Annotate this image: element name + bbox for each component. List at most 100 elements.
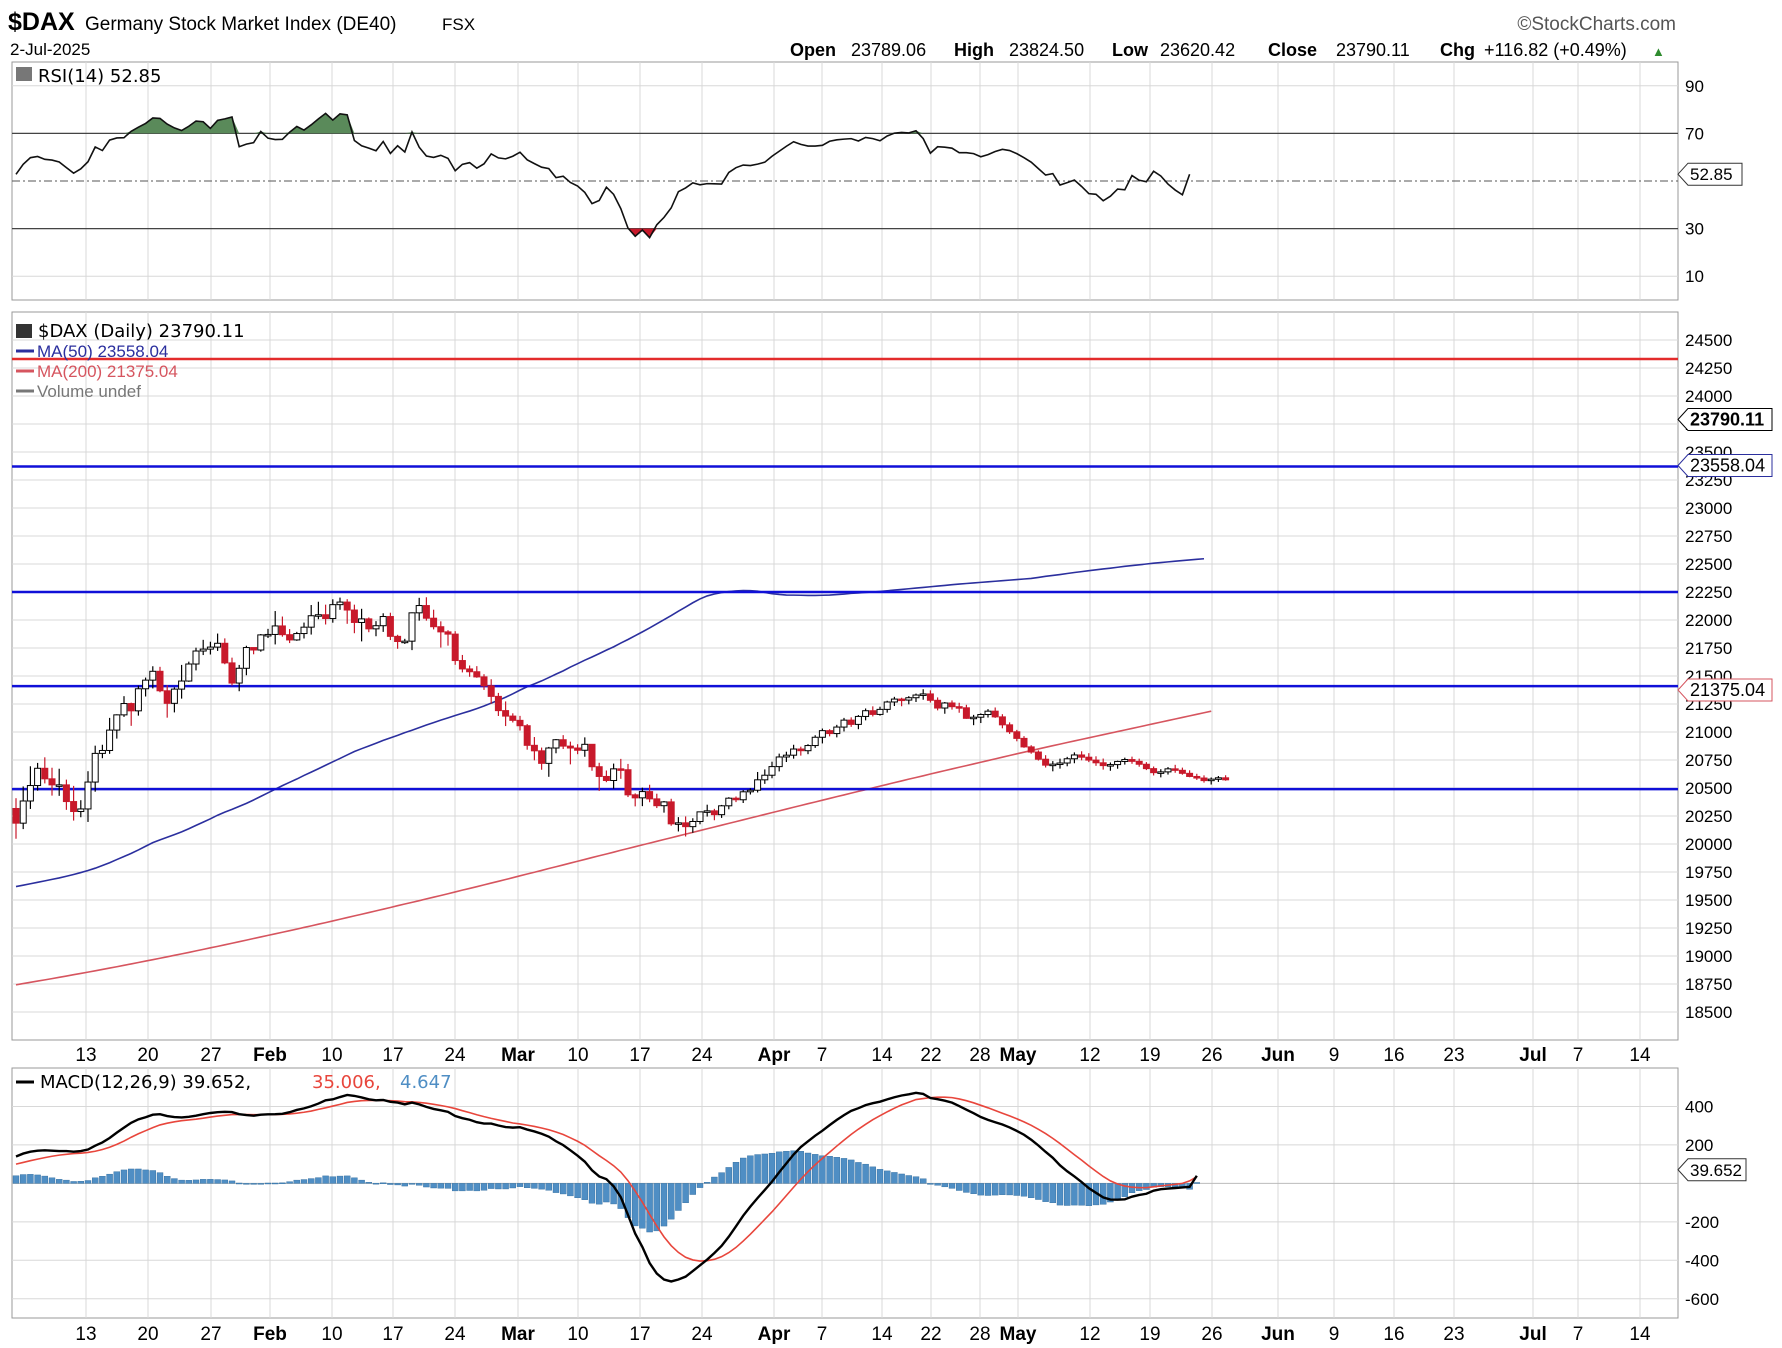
candle-body xyxy=(379,616,387,627)
candle-body xyxy=(401,640,409,644)
candle-body xyxy=(840,719,848,728)
candle-body xyxy=(149,670,157,681)
symbol-title: $DAX xyxy=(8,8,75,36)
open-value: 23789.06 xyxy=(851,40,926,60)
macd-date-axis-label: Feb xyxy=(253,1324,287,1345)
macd-histogram-bar xyxy=(459,1183,466,1192)
rsi-overbought-fill xyxy=(124,113,924,134)
candle xyxy=(1049,761,1057,772)
candle xyxy=(1142,762,1150,771)
candle xyxy=(523,724,531,750)
macd-histogram-bar xyxy=(963,1183,970,1193)
candle xyxy=(1020,736,1028,748)
candle xyxy=(62,779,70,810)
rsi-tick-label: 30 xyxy=(1685,220,1704,239)
candle xyxy=(1027,745,1035,754)
rsi-legend: RSI(14) 52.85 xyxy=(16,66,161,87)
macd-histogram-bar xyxy=(920,1178,927,1184)
candle xyxy=(696,811,704,825)
candle-body xyxy=(1020,737,1028,748)
candle xyxy=(458,654,466,673)
candle xyxy=(926,690,934,703)
macd-histogram-bar xyxy=(948,1183,956,1189)
macd-histogram-bar xyxy=(941,1183,948,1188)
date-axis-label: 17 xyxy=(629,1045,650,1066)
macd-date-axis-label: 10 xyxy=(567,1324,588,1345)
candle xyxy=(869,706,877,717)
candle-body xyxy=(444,631,452,635)
macd-date-axis-label: Jun xyxy=(1261,1324,1295,1345)
candle xyxy=(228,657,236,686)
macd-histogram-bar xyxy=(934,1183,941,1186)
candle xyxy=(516,715,524,731)
candle xyxy=(271,611,279,645)
macd-histogram-bar xyxy=(257,1183,264,1185)
macd-line xyxy=(15,1091,1198,1283)
candle xyxy=(336,597,344,610)
price-tick-label: 24500 xyxy=(1685,331,1732,350)
open-label: Open xyxy=(790,40,836,60)
candle-body xyxy=(293,633,301,641)
candle xyxy=(574,744,582,755)
macd-histogram-bar xyxy=(416,1183,423,1186)
candle-body xyxy=(386,616,394,637)
macd-date-axis-label: Mar xyxy=(501,1324,535,1345)
candle xyxy=(34,762,42,791)
candle-body xyxy=(1200,777,1208,782)
candle-body xyxy=(1214,777,1222,780)
macd-histogram-bar xyxy=(1121,1183,1129,1197)
candle xyxy=(300,622,308,639)
macd-histogram-bar xyxy=(653,1183,660,1232)
candle xyxy=(134,685,142,716)
rsi-line xyxy=(15,112,1191,239)
candle-body xyxy=(113,714,121,731)
candle-body xyxy=(552,739,560,749)
candle-body xyxy=(1006,724,1014,733)
macd-date-axis-label: May xyxy=(1000,1324,1037,1345)
candle xyxy=(1063,756,1071,767)
macd-histogram-bar xyxy=(300,1179,308,1184)
candle xyxy=(509,713,517,723)
ma200-marker xyxy=(1677,678,1773,702)
macd-histogram-bar xyxy=(185,1180,193,1184)
macd-date-axis-label: 17 xyxy=(629,1324,650,1345)
macd-histogram-bar xyxy=(322,1175,329,1184)
macd-histogram-bar xyxy=(329,1176,336,1184)
macd-histogram-bar xyxy=(99,1176,106,1184)
candle-body xyxy=(610,768,618,781)
date-axis-label: 28 xyxy=(969,1045,990,1066)
candle xyxy=(998,714,1006,729)
candle-body xyxy=(365,618,373,630)
candle-body xyxy=(509,715,517,721)
chg-up-arrow-icon: ▲ xyxy=(1652,44,1665,59)
macd-date-axis-label: 26 xyxy=(1201,1324,1222,1345)
candle xyxy=(703,804,711,817)
macd-histogram-bar xyxy=(315,1177,322,1184)
macd-histogram-bar xyxy=(502,1183,509,1190)
candle-body xyxy=(941,702,949,709)
macd-histogram-bar xyxy=(235,1182,243,1185)
rsi-legend-text: RSI(14) 52.85 xyxy=(38,66,161,87)
macd-histogram-bar xyxy=(1071,1183,1078,1206)
macd-histogram-bar xyxy=(286,1181,293,1184)
date-axis-label: 19 xyxy=(1139,1045,1160,1066)
candle-body xyxy=(775,756,783,768)
price-tick-label: 24000 xyxy=(1685,387,1732,406)
date-axis-label: Jul xyxy=(1519,1045,1546,1066)
macd-histogram-bar xyxy=(725,1167,732,1184)
macd-histogram-bar xyxy=(891,1172,898,1184)
candle xyxy=(545,746,553,777)
macd-tick-label: -600 xyxy=(1685,1290,1719,1309)
candle-body xyxy=(336,601,344,606)
macd-signal-line xyxy=(15,1096,1198,1262)
candle xyxy=(430,609,438,630)
watermark: ©StockCharts.com xyxy=(1517,14,1676,35)
candle-body xyxy=(242,647,250,669)
price-legend-title: $DAX (Daily) 23790.11 xyxy=(38,321,245,342)
candle-body xyxy=(833,726,841,735)
candle xyxy=(372,621,380,637)
candle-body xyxy=(1099,762,1107,767)
candle xyxy=(862,708,870,721)
macd-histogram-bar xyxy=(41,1175,48,1184)
